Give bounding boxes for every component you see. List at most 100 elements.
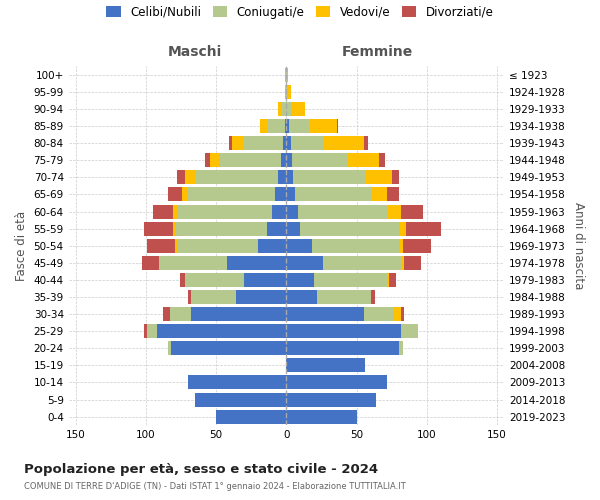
Bar [169,341,171,355]
Bar [147,238,175,252]
Bar [394,307,401,321]
Y-axis label: Fasce di età: Fasce di età [15,210,28,281]
Bar [286,358,365,372]
Bar [401,324,418,338]
Bar [314,273,388,287]
Bar [288,85,290,99]
Bar [286,256,323,270]
Bar [236,290,286,304]
Bar [286,273,314,287]
Bar [211,154,219,168]
Bar [266,222,286,235]
Bar [188,290,191,304]
Bar [205,154,211,168]
Bar [295,188,371,202]
Bar [188,188,275,202]
Bar [317,290,371,304]
Bar [160,256,227,270]
Bar [301,222,398,235]
Bar [219,154,281,168]
Bar [185,273,244,287]
Bar [388,273,389,287]
Bar [147,324,157,338]
Bar [195,392,286,406]
Bar [142,256,158,270]
Bar [324,136,364,150]
Bar [348,154,379,168]
Bar [158,256,160,270]
Bar [398,238,403,252]
Bar [227,256,286,270]
Bar [285,119,286,133]
Bar [371,290,375,304]
Bar [185,170,196,184]
Bar [286,410,356,424]
Bar [398,341,403,355]
Bar [292,154,348,168]
Bar [278,170,286,184]
Bar [286,341,398,355]
Bar [388,204,401,218]
Bar [379,154,385,168]
Bar [260,119,268,133]
Bar [163,307,170,321]
Bar [278,102,282,116]
Text: Femmine: Femmine [342,46,413,60]
Bar [388,188,398,202]
Bar [286,154,292,168]
Bar [169,188,182,202]
Bar [281,154,286,168]
Bar [286,102,292,116]
Bar [364,307,394,321]
Bar [298,204,388,218]
Bar [272,204,286,218]
Bar [177,170,185,184]
Bar [398,222,406,235]
Bar [173,222,175,235]
Text: Popolazione per età, sesso e stato civile - 2024: Popolazione per età, sesso e stato civil… [24,462,378,475]
Bar [401,204,422,218]
Bar [403,238,431,252]
Bar [258,238,286,252]
Y-axis label: Anni di nascita: Anni di nascita [572,202,585,290]
Bar [290,136,324,150]
Bar [289,119,309,133]
Bar [170,307,191,321]
Bar [283,136,286,150]
Bar [153,204,173,218]
Bar [401,307,404,321]
Bar [364,136,368,150]
Bar [406,222,441,235]
Bar [392,170,398,184]
Bar [286,136,290,150]
Bar [175,238,177,252]
Bar [244,136,283,150]
Bar [232,136,244,150]
Bar [177,204,272,218]
Text: Maschi: Maschi [168,46,222,60]
Bar [292,102,305,116]
Bar [286,222,301,235]
Bar [177,238,258,252]
Bar [286,307,364,321]
Bar [286,170,293,184]
Bar [285,85,286,99]
Bar [196,170,278,184]
Bar [286,290,317,304]
Bar [286,324,401,338]
Bar [179,273,185,287]
Bar [188,376,286,390]
Bar [286,238,311,252]
Bar [286,188,295,202]
Bar [371,188,388,202]
Bar [157,324,286,338]
Bar [216,410,286,424]
Bar [275,188,286,202]
Bar [323,256,401,270]
Bar [191,307,286,321]
Bar [286,68,288,82]
Bar [286,376,388,390]
Bar [389,273,396,287]
Bar [401,256,404,270]
Bar [286,204,298,218]
